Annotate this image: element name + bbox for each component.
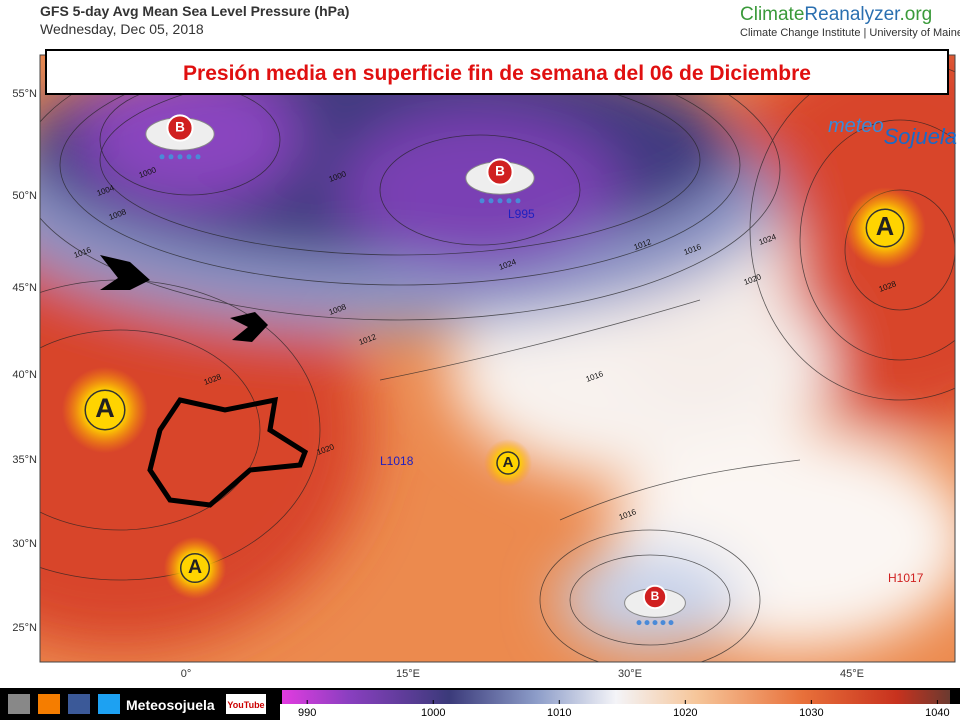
colorbar-label: 1020: [673, 707, 697, 719]
lat-label: 45°N: [12, 282, 37, 294]
banner-box: [45, 49, 949, 95]
sun-core: [496, 451, 520, 475]
rain-drop: [195, 154, 201, 160]
map: [40, 55, 955, 662]
sun-core: [865, 208, 905, 248]
lat-label: 35°N: [12, 454, 37, 466]
symbol-letter: B: [175, 120, 185, 135]
watermark-part: meteo: [828, 115, 884, 137]
title: GFS 5-day Avg Mean Sea Level Pressure (h…: [40, 3, 349, 19]
rain-drop: [652, 620, 658, 626]
colorbar-label: 1010: [547, 707, 571, 719]
logo-part: Climate: [740, 4, 804, 25]
rain-drop: [479, 198, 485, 204]
low-core: [642, 584, 668, 610]
low-core: [166, 114, 194, 142]
isobars: [40, 55, 955, 662]
symbol-letter: A: [188, 556, 202, 578]
rain-drop: [168, 154, 174, 160]
rain-drop: [488, 198, 494, 204]
sun-core: [84, 389, 126, 431]
weather-symbol: B: [624, 584, 686, 626]
lon-label: 30°E: [618, 668, 642, 680]
rain-drop: [177, 154, 183, 160]
rain-drop: [660, 620, 666, 626]
logo-subtitle: Climate Change Institute | University of…: [740, 27, 960, 39]
rain-drop: [186, 154, 192, 160]
rain-drop: [159, 154, 165, 160]
lat-label: 50°N: [12, 190, 37, 202]
colorbar-ticks-bg: [280, 704, 960, 720]
weather-symbol: A: [163, 536, 227, 600]
lon-label: 15°E: [396, 668, 420, 680]
lat-label: 40°N: [12, 369, 37, 381]
lon-label: 45°E: [840, 668, 864, 680]
video-label: YouTube: [227, 700, 264, 710]
watermark-part: Sojuela: [884, 124, 957, 149]
pressure-center: L1018: [380, 454, 414, 468]
rain-drop: [636, 620, 642, 626]
lon-label: 0°: [181, 668, 192, 680]
lat-label: 25°N: [12, 622, 37, 634]
icon: [38, 694, 60, 714]
rain-drop: [644, 620, 650, 626]
video-icon: [226, 694, 266, 714]
weather-symbol: A: [484, 439, 532, 487]
arrow: [100, 255, 150, 290]
watermark: meteoSojuela: [828, 115, 957, 149]
weather-symbol: A: [61, 366, 149, 454]
symbol-letter: A: [95, 393, 115, 423]
logo: ClimateReanalyzer.org: [740, 4, 932, 25]
colorbar-label: 1030: [799, 707, 823, 719]
footer-name: Meteosojuela: [126, 697, 215, 713]
rain-drop: [497, 198, 503, 204]
symbol-letter: B: [651, 589, 660, 603]
symbol-letter: A: [503, 454, 514, 471]
colorbar-label: 990: [298, 707, 316, 719]
date: Wednesday, Dec 05, 2018: [40, 21, 204, 37]
rain-drop: [668, 620, 674, 626]
weather-symbol: B: [465, 158, 535, 204]
lat-label: 55°N: [12, 88, 37, 100]
pressure-center: L995: [508, 207, 535, 221]
banner: Presión media en superficie fin de seman…: [183, 62, 811, 85]
pressure-center: H1017: [888, 571, 924, 585]
rain-drop: [515, 198, 521, 204]
symbol-letter: A: [876, 213, 894, 241]
icon: [68, 694, 90, 714]
low-core: [486, 158, 514, 186]
icon: [8, 694, 30, 714]
logo-part: Reanalyzer: [804, 4, 901, 25]
colorbar-label: 1040: [925, 707, 949, 719]
symbol-letter: B: [495, 164, 505, 179]
colorbar: [282, 690, 950, 704]
arrow: [230, 312, 268, 342]
logo-part: .org: [899, 4, 932, 25]
weather-symbol: B: [145, 114, 215, 160]
sun-core: [179, 552, 211, 584]
rain-drop: [506, 198, 512, 204]
spain-outline: [147, 396, 309, 508]
weather-symbol: A: [844, 187, 926, 269]
lat-label: 30°N: [12, 538, 37, 550]
colorbar-label: 1000: [421, 707, 445, 719]
icon: [98, 694, 120, 714]
pressure-field: [40, 55, 955, 650]
